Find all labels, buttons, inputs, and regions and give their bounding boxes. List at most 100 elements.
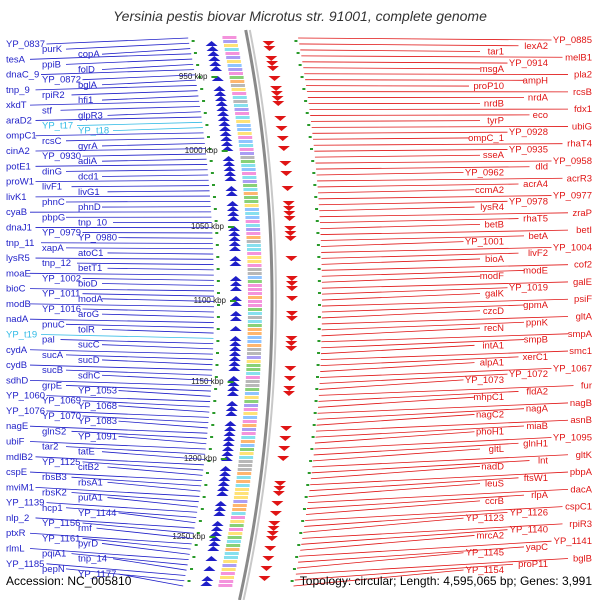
gene-arrow-left [217, 111, 230, 116]
leader-line-right [313, 137, 470, 140]
scale-tick [317, 304, 321, 306]
gene-label-right: YP_1145 [466, 548, 504, 559]
gene-label-left: pnuC [42, 319, 65, 330]
scale-tick [209, 160, 213, 162]
leader-line-right [313, 143, 563, 146]
feature-band [244, 204, 259, 207]
gene-label-right: betB [484, 219, 504, 230]
feature-band [244, 196, 259, 199]
feature-band [243, 416, 258, 419]
gene-label-right: xerC1 [523, 352, 548, 363]
feature-band [233, 496, 248, 499]
leader-line-left [29, 441, 206, 450]
leader-line-right [320, 350, 569, 361]
feature-band [247, 276, 262, 279]
leader-line-right [318, 391, 519, 402]
leader-line-right [306, 500, 481, 515]
gene-arrow-left [228, 241, 241, 246]
feature-band [222, 564, 237, 567]
gene-arrow-right [285, 256, 298, 261]
gene-arrow-right [283, 386, 296, 391]
gene-label-left: sucD [78, 355, 100, 366]
gene-arrow-left [210, 526, 223, 531]
leader-line-left [40, 69, 195, 75]
gene-arrow-right [285, 341, 298, 346]
gene-arrow-left [219, 131, 232, 136]
leader-line-left [29, 379, 212, 387]
gene-label-right: gltA [576, 312, 593, 323]
gene-label-left: YP_1060 [6, 391, 45, 402]
scale-tick [313, 184, 317, 186]
gene-label-right: lnt [538, 456, 548, 467]
gene-label-right: czcD [483, 306, 504, 317]
leader-line-right [321, 298, 569, 307]
leader-line-right [320, 356, 519, 367]
gene-arrow-right [283, 376, 296, 381]
feature-band [222, 36, 237, 39]
gene-label-right: YP_0962 [465, 168, 504, 179]
gene-label-right: YP_0935 [509, 144, 548, 155]
scale-tick [304, 100, 308, 102]
gene-label-right: lysR4 [480, 202, 504, 213]
gene-arrow-right [279, 436, 292, 441]
gene-label-right: pla2 [574, 70, 592, 81]
feature-band [228, 68, 243, 71]
gene-label-left: tesA [6, 54, 26, 65]
gene-arrow-left [229, 336, 242, 341]
gene-arrow-left [218, 476, 231, 481]
feature-band [232, 92, 247, 95]
gene-label-right: bglB [573, 553, 592, 564]
leader-line-right [317, 396, 475, 408]
gene-arrow-left [213, 511, 226, 516]
scale-tick [203, 112, 207, 114]
gene-label-left: cydA [6, 345, 28, 356]
scale-tick [315, 220, 319, 222]
gene-label-right: ccrB [485, 496, 504, 507]
gene-arrow-left [228, 356, 241, 361]
gene-arrow-left [205, 41, 218, 46]
gene-arrow-right [285, 316, 298, 321]
gene-label-left: modB [6, 299, 31, 310]
gene-label-left: bioC [6, 284, 26, 295]
gene-arrow-left [229, 276, 242, 281]
gene-label-right: modF [480, 271, 504, 282]
gene-arrow-left [222, 441, 235, 446]
scale-tick [215, 364, 219, 366]
leader-line-left [35, 116, 202, 121]
gene-arrow-right [285, 346, 298, 351]
scale-tick [302, 508, 306, 510]
gene-arrow-right [285, 286, 298, 291]
scale-tick [315, 208, 319, 210]
leader-line-right [321, 310, 481, 319]
leader-line-left [96, 527, 193, 539]
feature-band [247, 284, 262, 287]
leader-line-right [321, 316, 569, 325]
feature-band [219, 580, 234, 583]
leader-line-right [293, 569, 464, 587]
gene-label-right: YP_0978 [509, 196, 548, 207]
gene-arrow-left [209, 531, 222, 536]
gene-label-left: copA [78, 49, 100, 60]
leader-line-left [118, 390, 211, 397]
gene-label-left: dinG [42, 166, 62, 177]
gene-arrow-right [281, 186, 294, 191]
leader-line-left [35, 85, 197, 91]
gene-arrow-left [225, 406, 238, 411]
gene-arrow-right [272, 101, 285, 106]
gene-label-left: ompC1 [6, 131, 37, 142]
scale-tick [301, 520, 305, 522]
scale-tick [212, 412, 216, 414]
gene-label-right: rpiR3 [569, 519, 592, 530]
leader-line-right [320, 241, 464, 247]
leader-line-left [29, 318, 214, 323]
feature-band [247, 336, 262, 339]
leader-line-left [101, 48, 191, 55]
gene-arrow-right [268, 76, 281, 81]
gene-label-right: leuS [485, 479, 504, 490]
leader-line-left [112, 127, 203, 132]
scale-tick [198, 520, 202, 522]
feature-band [244, 400, 259, 403]
feature-band [248, 300, 262, 303]
leader-line-right [312, 131, 508, 134]
gene-label-left: tar2 [42, 442, 58, 453]
